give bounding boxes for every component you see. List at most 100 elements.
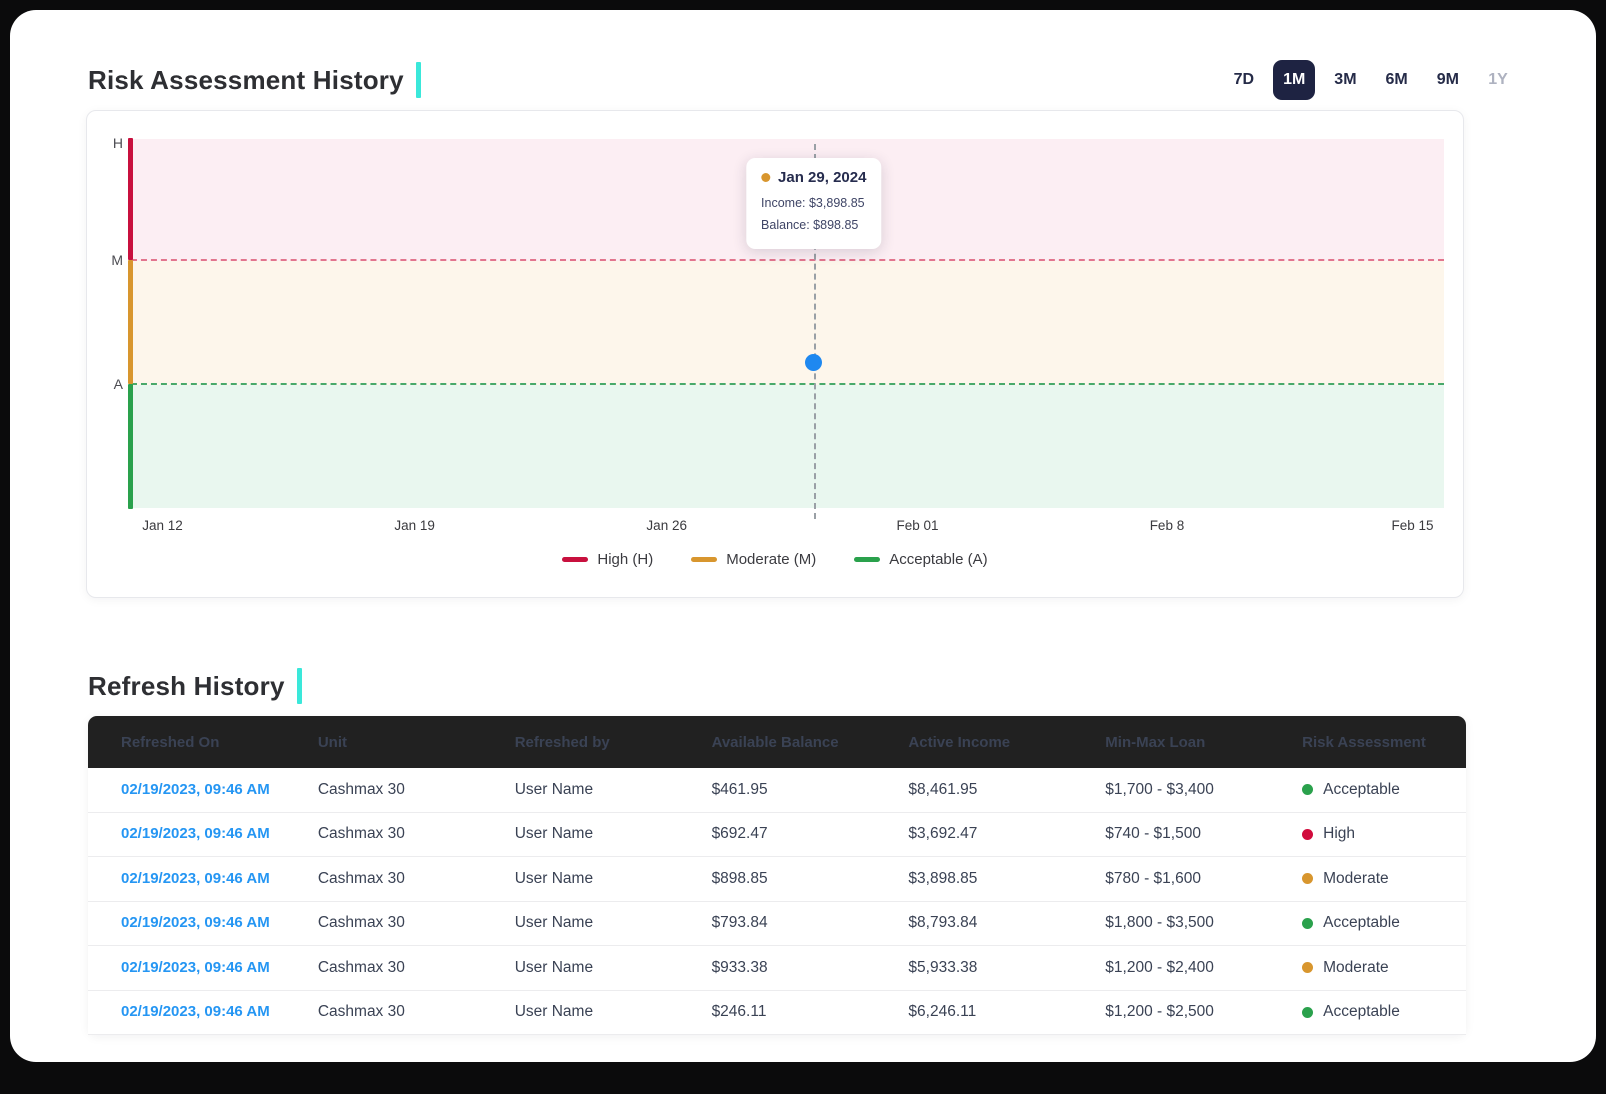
risk-status-label: Moderate [1323, 959, 1388, 977]
col-active-income: Active Income [875, 734, 1072, 751]
min-max-loan-value: $1,200 - $2,400 [1072, 959, 1269, 977]
x-tick-feb8: Feb 8 [1150, 518, 1185, 533]
tooltip-date: Jan 29, 2024 [778, 169, 866, 186]
moderate-risk-band [131, 261, 1444, 385]
legend-item-acceptable: Acceptable (A) [854, 551, 987, 568]
risk-assessment-value: High [1269, 825, 1466, 843]
table-row: 02/19/2023, 09:46 AM Cashmax 30 User Nam… [88, 946, 1466, 991]
chart-legend: High (H) Moderate (M) Acceptable (A) [87, 551, 1463, 568]
refreshed-by-value: User Name [482, 870, 679, 888]
tooltip-income: Income: $3,898.85 [761, 193, 866, 215]
available-balance-value: $933.38 [679, 959, 876, 977]
title-accent-bar [297, 668, 302, 704]
col-refreshed-by: Refreshed by [482, 734, 679, 751]
legend-swatch-high [562, 557, 588, 562]
x-tick-feb15: Feb 15 [1391, 518, 1433, 533]
refreshed-on-link[interactable]: 02/19/2023, 09:46 AM [121, 781, 270, 798]
x-tick-jan19: Jan 19 [394, 518, 435, 533]
col-risk-assessment: Risk Assessment [1269, 734, 1466, 751]
table-row: 02/19/2023, 09:46 AM Cashmax 30 User Nam… [88, 857, 1466, 902]
chart-tooltip: Jan 29, 2024 Income: $3,898.85 Balance: … [746, 158, 881, 249]
range-button-1m[interactable]: 1M [1273, 60, 1315, 100]
acceptable-risk-band [131, 385, 1444, 508]
range-button-7d[interactable]: 7D [1224, 60, 1264, 100]
range-button-3m[interactable]: 3M [1324, 60, 1366, 100]
table-row: 02/19/2023, 09:46 AM Cashmax 30 User Nam… [88, 813, 1466, 858]
available-balance-value: $461.95 [679, 781, 876, 799]
y-axis-label-high: H [101, 135, 123, 151]
risk-assessment-value: Acceptable [1269, 781, 1466, 799]
x-tick-jan26: Jan 26 [646, 518, 687, 533]
unit-value: Cashmax 30 [285, 825, 482, 843]
refreshed-on-link[interactable]: 02/19/2023, 09:46 AM [121, 1003, 270, 1020]
col-unit: Unit [285, 734, 482, 751]
risk-status-dot [1302, 962, 1313, 973]
moderate-axis-bar [128, 260, 133, 384]
x-tick-feb01: Feb 01 [896, 518, 938, 533]
risk-status-label: Acceptable [1323, 914, 1400, 932]
table-header-row: Refreshed On Unit Refreshed by Available… [88, 716, 1466, 768]
unit-value: Cashmax 30 [285, 1003, 482, 1021]
unit-value: Cashmax 30 [285, 914, 482, 932]
table-row: 02/19/2023, 09:46 AM Cashmax 30 User Nam… [88, 991, 1466, 1036]
unit-value: Cashmax 30 [285, 959, 482, 977]
range-button-1y[interactable]: 1Y [1478, 60, 1518, 100]
active-income-value: $8,793.84 [875, 914, 1072, 932]
tooltip-balance: Balance: $898.85 [761, 215, 866, 237]
risk-chart-card: H M A Jan 29, 2024 Income: $3,898.85 Bal… [86, 110, 1464, 598]
range-button-9m[interactable]: 9M [1427, 60, 1469, 100]
time-range-selector: 7D 1M 3M 6M 9M 1Y [1224, 60, 1518, 100]
unit-value: Cashmax 30 [285, 781, 482, 799]
refreshed-by-value: User Name [482, 914, 679, 932]
dashboard-page: Risk Assessment History 7D 1M 3M 6M 9M 1… [10, 10, 1596, 1062]
refreshed-on-link[interactable]: 02/19/2023, 09:46 AM [121, 959, 270, 976]
risk-status-dot [1302, 784, 1313, 795]
y-axis-label-moderate: M [101, 252, 123, 268]
min-max-loan-value: $740 - $1,500 [1072, 825, 1269, 843]
acceptable-axis-bar [128, 384, 133, 509]
active-income-value: $5,933.38 [875, 959, 1072, 977]
refreshed-on-link[interactable]: 02/19/2023, 09:46 AM [121, 914, 270, 931]
risk-chart-plot[interactable]: H M A Jan 29, 2024 Income: $3,898.85 Bal… [131, 139, 1444, 508]
active-income-value: $6,246.11 [875, 1003, 1072, 1021]
col-refreshed-on: Refreshed On [88, 734, 285, 751]
risk-status-dot [1302, 1007, 1313, 1018]
table-body: 02/19/2023, 09:46 AM Cashmax 30 User Nam… [88, 768, 1466, 1035]
refreshed-by-value: User Name [482, 1003, 679, 1021]
legend-label-acceptable: Acceptable (A) [889, 551, 987, 568]
high-axis-bar [128, 138, 133, 260]
risk-status-dot [1302, 873, 1313, 884]
title-accent-bar [416, 62, 421, 98]
refreshed-by-value: User Name [482, 959, 679, 977]
refreshed-on-link[interactable]: 02/19/2023, 09:46 AM [121, 825, 270, 842]
col-available-balance: Available Balance [679, 734, 876, 751]
available-balance-value: $898.85 [679, 870, 876, 888]
legend-label-moderate: Moderate (M) [726, 551, 816, 568]
risk-assessment-value: Acceptable [1269, 914, 1466, 932]
min-max-loan-value: $1,200 - $2,500 [1072, 1003, 1269, 1021]
risk-status-label: High [1323, 825, 1355, 843]
tooltip-series-dot [761, 173, 770, 182]
legend-item-moderate: Moderate (M) [691, 551, 816, 568]
refresh-history-table: Refreshed On Unit Refreshed by Available… [88, 716, 1466, 1035]
active-income-value: $3,898.85 [875, 870, 1072, 888]
refreshed-by-value: User Name [482, 781, 679, 799]
refreshed-on-link[interactable]: 02/19/2023, 09:46 AM [121, 870, 270, 887]
risk-assessment-value: Acceptable [1269, 1003, 1466, 1021]
legend-item-high: High (H) [562, 551, 653, 568]
range-button-6m[interactable]: 6M [1376, 60, 1418, 100]
legend-swatch-moderate [691, 557, 717, 562]
refresh-section-header: Refresh History [88, 658, 1518, 714]
col-min-max-loan: Min-Max Loan [1072, 734, 1269, 751]
available-balance-value: $793.84 [679, 914, 876, 932]
active-income-value: $8,461.95 [875, 781, 1072, 799]
table-row: 02/19/2023, 09:46 AM Cashmax 30 User Nam… [88, 902, 1466, 947]
min-max-loan-value: $780 - $1,600 [1072, 870, 1269, 888]
risk-status-label: Acceptable [1323, 781, 1400, 799]
available-balance-value: $246.11 [679, 1003, 876, 1021]
risk-status-label: Acceptable [1323, 1003, 1400, 1021]
refreshed-by-value: User Name [482, 825, 679, 843]
min-max-loan-value: $1,800 - $3,500 [1072, 914, 1269, 932]
legend-swatch-acceptable [854, 557, 880, 562]
unit-value: Cashmax 30 [285, 870, 482, 888]
